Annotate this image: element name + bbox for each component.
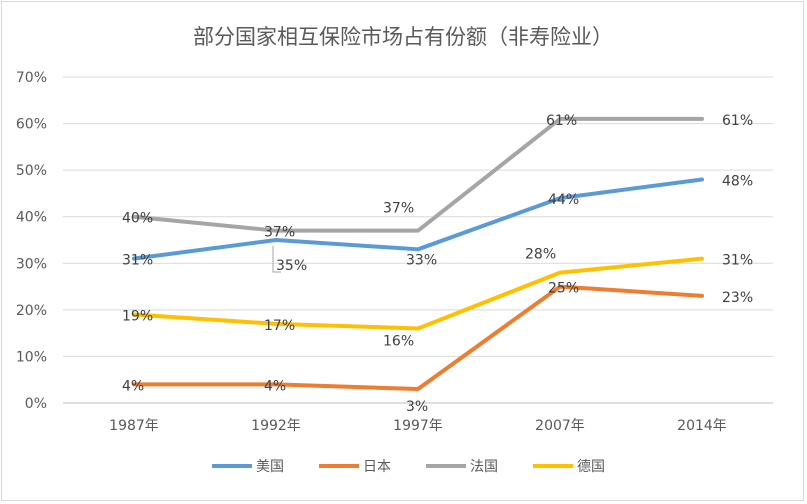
x-tick-label: 1987年	[109, 418, 159, 434]
x-axis: 1987年 1992年 1997年 2007年 2014年	[109, 418, 727, 434]
legend-label: 美国	[256, 459, 284, 475]
y-tick-label: 10%	[16, 349, 47, 365]
leader-line	[272, 246, 281, 273]
grid-lines	[63, 76, 773, 404]
y-tick-label: 50%	[16, 163, 47, 179]
y-axis: 0% 10% 20% 30% 40% 50% 60% 70%	[16, 70, 47, 412]
data-label: 61%	[722, 113, 753, 129]
y-tick-label: 0%	[25, 396, 47, 412]
data-label: 28%	[525, 247, 556, 263]
legend-label: 法国	[470, 459, 498, 475]
x-tick-label: 1997年	[393, 418, 443, 434]
data-label: 40%	[122, 211, 153, 227]
y-tick-label: 40%	[16, 210, 47, 226]
x-tick-label: 2007年	[535, 418, 585, 434]
legend-label: 日本	[363, 459, 391, 475]
data-label: 4%	[264, 378, 286, 394]
y-tick-label: 20%	[16, 303, 47, 319]
chart-title: 部分国家相互保险市场占有份额（非寿险业）	[193, 25, 613, 49]
data-label: 19%	[122, 309, 153, 325]
data-label: 4%	[122, 378, 144, 394]
series-line	[132, 177, 704, 261]
series-line	[132, 116, 704, 233]
data-label: 31%	[722, 253, 753, 269]
x-tick-label: 2014年	[677, 418, 727, 434]
series-line	[132, 284, 704, 392]
data-label: 37%	[383, 201, 414, 217]
y-tick-label: 60%	[16, 117, 47, 133]
data-labels: 31% 35% 33% 44% 48% 4% 4% 3% 25% 23% 40% 37% 37% 61% 6…	[122, 113, 753, 415]
data-label: 37%	[264, 225, 295, 241]
data-label: 16%	[383, 333, 414, 349]
series-lines	[132, 116, 704, 392]
data-label: 35%	[276, 258, 307, 274]
legend: 美国 日本 法国 德国	[212, 459, 605, 475]
data-label: 33%	[406, 252, 437, 268]
legend-label: 德国	[577, 459, 605, 475]
data-label: 17%	[264, 318, 295, 334]
y-tick-label: 30%	[16, 256, 47, 272]
series-line	[132, 256, 704, 331]
data-label: 61%	[546, 113, 577, 129]
data-label: 3%	[406, 399, 428, 415]
data-label: 23%	[722, 290, 753, 306]
data-label: 31%	[122, 253, 153, 269]
data-label: 44%	[548, 192, 579, 208]
data-label: 25%	[548, 281, 579, 297]
y-tick-label: 70%	[16, 70, 47, 86]
leader-lines	[272, 246, 281, 273]
x-tick-label: 1992年	[251, 418, 301, 434]
data-label: 48%	[722, 173, 753, 189]
